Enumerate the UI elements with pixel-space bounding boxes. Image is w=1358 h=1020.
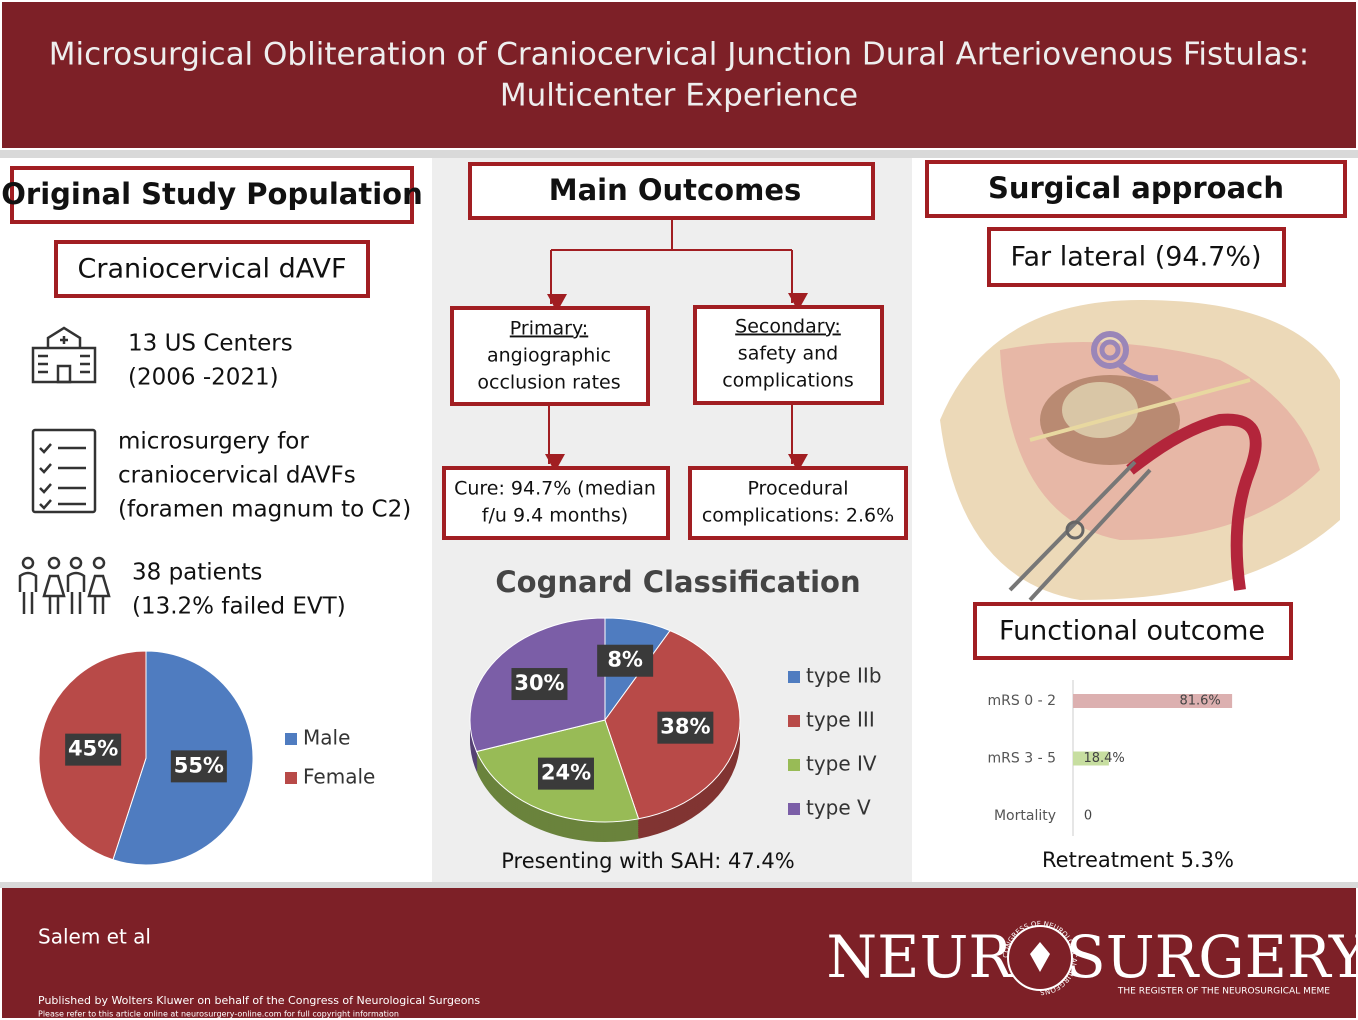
heading: Original Study Population	[1, 177, 422, 211]
legend-label: type IV	[806, 752, 877, 776]
data-label-bg	[170, 750, 227, 783]
legend-swatch	[788, 803, 800, 815]
data-label: 38%	[660, 715, 710, 739]
item-text: craniocervical dAVFs	[118, 463, 356, 489]
heading: Surgical approach	[988, 171, 1284, 205]
data-label-bg	[65, 733, 122, 766]
people-icon	[18, 556, 111, 614]
data-label: 45%	[68, 737, 118, 761]
heading-box	[468, 162, 875, 220]
item-text: 38 patients	[132, 560, 262, 586]
bar	[1073, 694, 1233, 708]
data-label: 55%	[174, 753, 224, 777]
data-label-bg	[597, 644, 654, 677]
divider	[0, 882, 1358, 888]
data-label: 81.6%	[1179, 694, 1220, 709]
data-label: 18.4%	[1083, 751, 1124, 766]
surgical-illustration	[940, 300, 1340, 602]
outcome-text: occlusion rates	[477, 372, 620, 394]
heading: Main Outcomes	[549, 173, 802, 207]
data-label: 8%	[607, 648, 643, 672]
legend-swatch	[788, 671, 800, 683]
item-text: 13 US Centers	[128, 331, 293, 357]
legend-label: Female	[303, 765, 375, 789]
title: Multicenter Experience	[500, 78, 858, 114]
item-text: (2006 -2021)	[128, 365, 279, 391]
label-box	[54, 240, 370, 298]
tagline: THE REGISTER OF THE NEUROSURGICAL MEME	[1117, 987, 1330, 997]
item-text: (13.2% failed EVT)	[132, 594, 346, 620]
building-icon	[31, 326, 97, 384]
outcome-box	[693, 305, 884, 405]
legend-label: type IIb	[806, 664, 882, 688]
copyright: Please refer to this article online at n…	[38, 1010, 399, 1019]
author: Salem et al	[38, 925, 151, 949]
data-label-bg	[537, 757, 594, 790]
legend-swatch	[788, 715, 800, 727]
logo-text: SURGERY	[1066, 923, 1358, 991]
divider	[0, 150, 1358, 158]
result-box	[442, 466, 670, 540]
legend-label: Male	[303, 726, 350, 750]
checklist-icon	[31, 428, 97, 514]
heading-box	[10, 166, 414, 224]
result-text: Procedural	[747, 478, 848, 500]
label-box	[987, 227, 1286, 287]
data-label: 0	[1084, 809, 1092, 824]
item-text: (foramen magnum to C2)	[118, 497, 411, 523]
label: Craniocervical dAVF	[77, 254, 346, 285]
data-label-bg	[657, 711, 714, 744]
legend-swatch	[788, 759, 800, 771]
data-label-bg	[511, 668, 568, 701]
outcome-label: Primary:	[510, 318, 588, 340]
bar	[1073, 751, 1109, 766]
item-text: microsurgery for	[118, 429, 309, 455]
result-text: Cure: 94.7% (median	[454, 478, 656, 500]
outcome-box	[450, 306, 650, 406]
publisher: Published by Wolters Kluwer on behalf of…	[38, 994, 480, 1007]
caption: Retreatment 5.3%	[1042, 848, 1234, 872]
outcome-text: complications	[722, 370, 854, 392]
result-text: f/u 9.4 months)	[482, 505, 628, 527]
logo-seal	[1007, 925, 1073, 991]
outcome-text: angiographic	[487, 345, 611, 367]
footer-band	[2, 888, 1356, 1018]
category-label: Mortality	[994, 808, 1056, 824]
title: Microsurgical Obliteration of Craniocerv…	[49, 37, 1309, 73]
result-box	[688, 466, 908, 540]
caption: Presenting with SAH: 47.4%	[501, 849, 795, 873]
outcome-text: safety and	[738, 343, 838, 365]
connector	[551, 220, 792, 251]
result-text: complications: 2.6%	[702, 505, 894, 527]
heading-box	[925, 160, 1347, 218]
legend-label: type III	[806, 708, 875, 732]
chart-title: Functional outcome	[999, 616, 1265, 647]
header-band	[2, 2, 1356, 148]
data-label: 24%	[541, 761, 591, 785]
logo-emblem	[1030, 942, 1050, 972]
legend-swatch	[285, 772, 297, 784]
data-label: 30%	[514, 671, 564, 695]
category-label: mRS 0 - 2	[988, 693, 1056, 709]
outcome-label: Secondary:	[735, 316, 841, 338]
logo-text: NEUR	[826, 923, 1014, 991]
heading-box	[973, 602, 1293, 660]
legend-swatch	[285, 733, 297, 745]
label: Far lateral (94.7%)	[1010, 242, 1261, 273]
category-label: mRS 3 - 5	[988, 751, 1056, 767]
legend-label: type V	[806, 796, 871, 820]
chart-title: Cognard Classification	[495, 565, 860, 599]
